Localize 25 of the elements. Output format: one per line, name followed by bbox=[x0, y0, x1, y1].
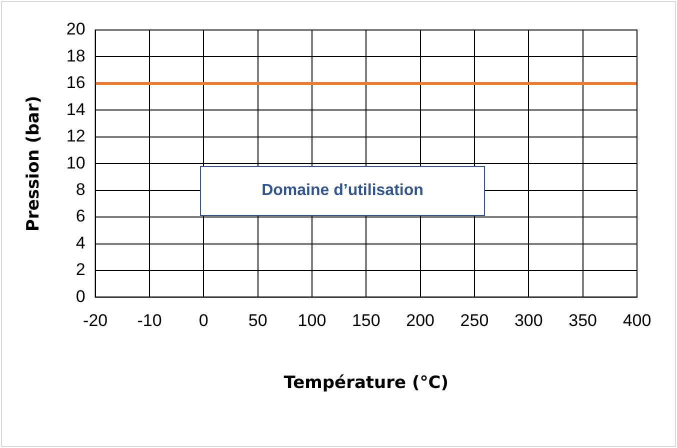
y-tick-label: 8 bbox=[76, 180, 86, 200]
y-tick-label: 6 bbox=[76, 206, 86, 226]
x-tick-label: -20 bbox=[83, 311, 108, 330]
y-tick-label: 16 bbox=[66, 73, 86, 92]
y-tick-label: 20 bbox=[66, 20, 86, 39]
text-box: Domaine d’utilisation bbox=[200, 166, 485, 216]
x-tick-label: 0 bbox=[198, 311, 208, 330]
x-tick-label: -10 bbox=[137, 311, 162, 330]
x-tick-label: 150 bbox=[352, 311, 380, 330]
x-tick-label: 250 bbox=[460, 311, 489, 330]
y-axis-title: Pression (bar) bbox=[24, 96, 44, 232]
x-tick-label: 200 bbox=[406, 311, 435, 330]
y-tick-label: 12 bbox=[66, 126, 86, 146]
y-tick-label: 4 bbox=[76, 233, 86, 252]
x-tick-label: 50 bbox=[248, 311, 268, 330]
y-tick-label: 14 bbox=[66, 100, 86, 119]
x-tick-label: 350 bbox=[568, 311, 598, 330]
y-tick-label: 0 bbox=[76, 286, 86, 306]
y-tick-label: 2 bbox=[76, 260, 86, 280]
y-tick-label: 18 bbox=[66, 46, 86, 66]
x-tick-label: 100 bbox=[298, 311, 326, 330]
x-tick-label: 300 bbox=[514, 311, 543, 330]
y-tick-label: 10 bbox=[66, 153, 86, 172]
x-tick-label: 400 bbox=[622, 311, 652, 330]
x-axis-title: Température (°C) bbox=[284, 373, 449, 394]
